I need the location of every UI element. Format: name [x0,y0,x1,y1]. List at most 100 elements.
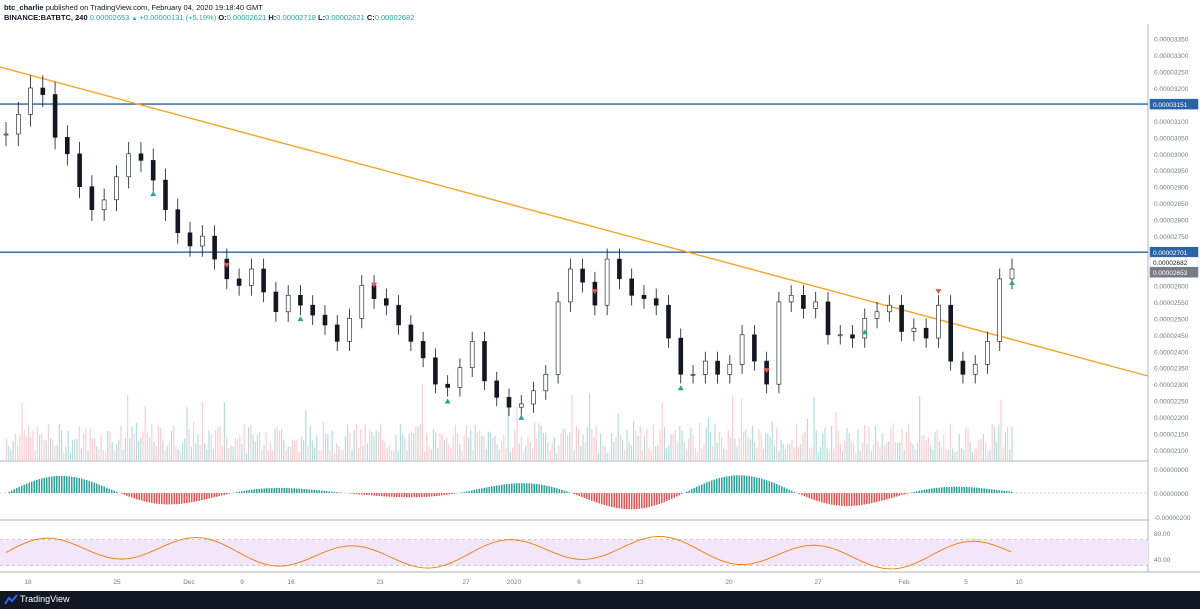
volume-bar [899,442,901,461]
volume-bar [602,445,604,461]
volume-bar [164,450,166,461]
volume-bar [283,440,285,461]
author-name[interactable]: btc_charlie [4,3,44,12]
volume-bar [186,407,188,461]
macd-histogram-bar [721,477,723,493]
price-chart[interactable]: 18 25 Dec 9 16 23 27 2020 6 13 20 27 Feb 5 10 0.000033… [0,24,1200,591]
macd-histogram-bar [366,493,368,495]
volume-bar [813,396,815,461]
macd-histogram-bar [521,483,523,493]
candle-body [469,341,475,368]
macd-histogram-bar [503,484,505,493]
volume-bar [806,418,808,461]
volume-bar [160,428,162,461]
volume-bar [276,426,278,461]
macd-histogram-bar [436,493,438,496]
low-value: 0.00002621 [325,13,365,22]
volume-bar [355,424,357,461]
volume-bar [430,449,432,461]
volume-bar [633,420,635,461]
volume-bar [285,449,287,461]
volume-bar [58,423,60,461]
macd-histogram-bar [46,477,48,493]
main-pane[interactable] [0,24,1200,591]
candle-body [874,311,880,319]
volume-bar [89,428,91,461]
volume-bar [369,430,371,461]
volume-bar [692,435,694,461]
macd-histogram-bar [568,492,570,493]
volume-bar [857,429,859,461]
volume-bar [635,430,637,461]
macd-histogram-bar [251,489,253,493]
volume-bar [349,433,351,461]
close-value: 0.00002682 [374,13,415,22]
time-tick-label: Dec [183,579,195,586]
volume-bar [85,428,87,461]
macd-histogram-bar [603,493,605,505]
volume-bar [683,442,685,461]
macd-histogram-bar [536,484,538,493]
macd-histogram-bar [698,485,700,493]
volume-bar [14,433,16,461]
rsi-pane[interactable] [0,536,1148,570]
macd-histogram-bar [106,487,108,493]
candle-body [923,327,929,339]
macd-histogram-bar [476,489,478,493]
time-tick-label: 20 [725,579,733,586]
volume-bar [815,430,817,461]
macd-histogram-bar [936,487,938,493]
price-axis[interactable]: 0.00003350 0.00003300 0.00003250 0.00003200… [1149,37,1199,564]
volume-bar [877,440,879,461]
volume-bar [954,451,956,461]
volume-bar [923,435,925,461]
trendline [0,66,1149,377]
volume-bar [613,442,615,461]
macd-tick-label: 0.00000000 [1154,491,1189,498]
volume-bar [65,446,67,461]
candle-body [617,258,622,280]
macd-histogram-bar [381,493,383,497]
macd-histogram-bar [916,491,918,493]
time-tick-label: 16 [287,579,295,586]
macd-histogram-bar [886,493,888,500]
volume-bar [516,406,518,461]
macd-histogram-bar [691,489,693,493]
volume-bar [393,450,395,461]
volume-bar [294,441,296,461]
volume-bar [1011,426,1013,461]
volume-bar [501,440,503,461]
volume-bar [615,436,617,461]
volume-bar [80,448,82,461]
time-axis[interactable]: 18 25 Dec 9 16 23 27 2020 6 13 20 27 Feb 5 10 [24,579,1023,586]
volume-bar [589,393,591,461]
tradingview-brand[interactable]: TradingView [20,594,70,604]
macd-pane[interactable] [0,475,1148,510]
symbol-label[interactable]: BINANCE:BATBTC, 240 [4,13,88,22]
macd-histogram-bar [711,480,713,493]
rsi-tick-label: 80.00 [1154,531,1171,538]
volume-bar [113,450,115,461]
macd-histogram-bar [146,493,148,502]
candle-body [261,268,266,293]
macd-histogram-bar [901,493,903,496]
macd-histogram-bar [461,492,463,493]
sell-signal-marker [591,289,598,295]
volume-bar [248,427,250,461]
volume-bar [1007,426,1009,461]
macd-histogram-bar [226,493,228,495]
candle-body [77,153,82,188]
volume-bar [210,434,212,461]
price-tick-label: 0.00002550 [1154,300,1189,307]
buy-signal-marker [297,316,304,322]
volume-bar [518,443,520,461]
candle-body [150,160,156,181]
volume-bar [50,438,52,461]
volume-bar [155,446,157,461]
macd-histogram-bar [943,487,945,493]
volume-bar [454,424,456,461]
volume-bar [34,450,36,461]
volume-bar [179,452,181,461]
volume-bar [809,447,811,461]
volume-bar [437,448,439,461]
